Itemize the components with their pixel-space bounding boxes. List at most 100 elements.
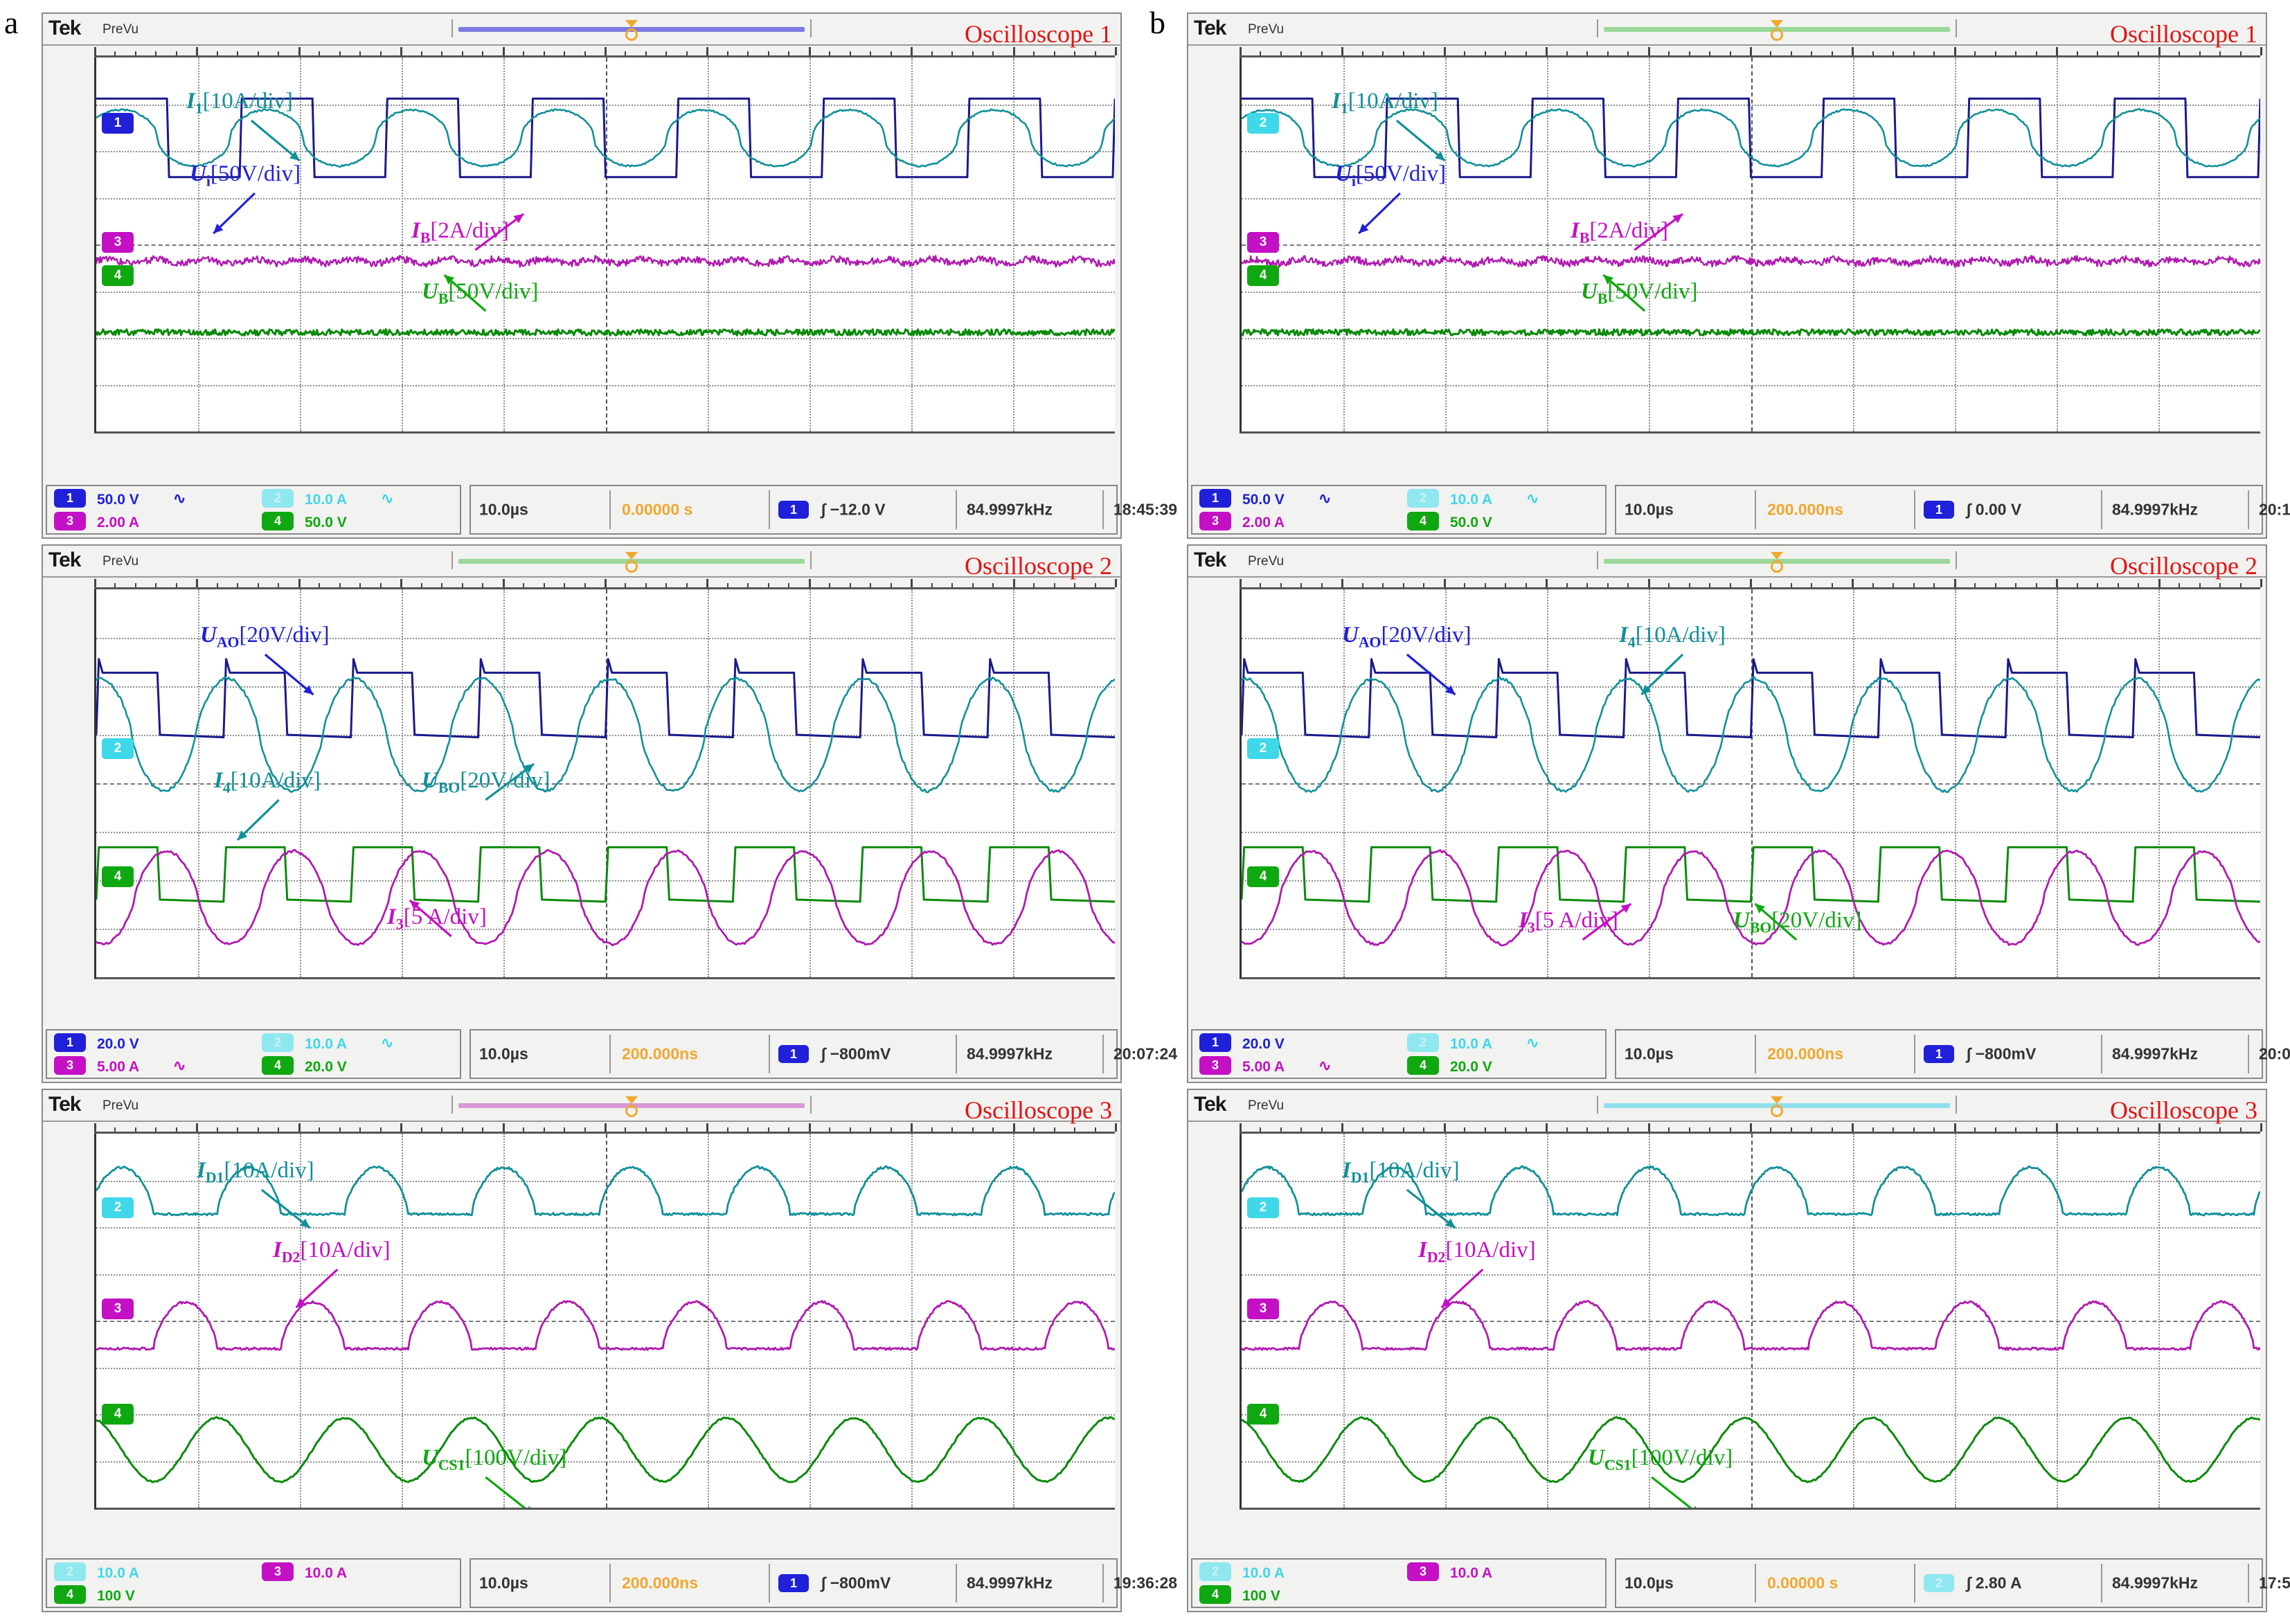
channel-pill-3[interactable]: 3: [1407, 1562, 1439, 1581]
ac-coupling-icon-1: ∿: [1318, 490, 1331, 508]
trigger-settings-box[interactable]: 10.0µs 200.000ns 1 ∫ −800mV 84.9997kHz 20:07:…: [469, 1029, 1118, 1079]
channel-settings-box[interactable]: 1 20.0 V 2 10.0 A ∿ 3 5.00 A ∿ 4 20.0 V: [1191, 1029, 1607, 1079]
channel-marker-3[interactable]: 3: [102, 1299, 134, 1319]
channel-pill-2[interactable]: 2: [1407, 1033, 1439, 1052]
channel-marker-3[interactable]: 3: [1247, 232, 1279, 253]
scope-title: Oscilloscope 1: [2110, 19, 2257, 48]
oscilloscope-window-1[interactable]: Tek PreVu Oscilloscope 1 1 3 4 I1[10A/div] Ui[5…: [42, 12, 1122, 539]
channel-pill-2[interactable]: 2: [262, 489, 294, 508]
trigger-settings-box[interactable]: 10.0µs 200.000ns 1 ∫ −800mV 84.9997kHz 20:06:…: [1615, 1029, 2263, 1079]
panel-letter-b: b: [1150, 4, 1165, 41]
channel-pill-3[interactable]: 3: [54, 512, 86, 530]
waveform-label-UAO: UAO[20V/div]: [200, 623, 330, 652]
channel-marker-1[interactable]: 1: [102, 113, 134, 134]
channel-pill-3[interactable]: 3: [1199, 512, 1231, 530]
channel-settings-box[interactable]: 2 10.0 A 3 10.0 A 4 100 V: [46, 1558, 461, 1608]
channel-marker-2[interactable]: 2: [102, 1197, 134, 1218]
trigger-settings-box[interactable]: 10.0µs 0.00000 s 1 ∫ −12.0 V 84.9997kHz 18:45…: [469, 485, 1118, 535]
channel-marker-2[interactable]: 2: [102, 738, 134, 759]
graticule[interactable]: 2 4 UAO[20V/div] I4[10A/div] I3[5 A/div] UBO[…: [1240, 589, 2260, 979]
timebase-separator: [609, 490, 611, 529]
graticule[interactable]: 2 3 4 ID1[10A/div] ID2[10A/div] UCS1[100V/div…: [1240, 1134, 2260, 1510]
trigger-settings-box[interactable]: 10.0µs 200.000ns 1 ∫ 0.00 V 84.9997kHz 20:16:…: [1615, 485, 2263, 535]
oscilloscope-window-2[interactable]: Tek PreVu Oscilloscope 2 2 4 UAO[20V/div] I4[1…: [1187, 544, 2267, 1083]
trigger-source-pill[interactable]: 1: [778, 501, 809, 519]
channel-pill-4[interactable]: 4: [54, 1585, 86, 1604]
channel-pill-4[interactable]: 4: [262, 1056, 294, 1075]
record-length-track[interactable]: [1597, 19, 1957, 37]
horizontal-position-value: 0.00000 s: [622, 501, 692, 519]
trigger-position-marker[interactable]: [625, 20, 638, 41]
trigger-position-marker[interactable]: [625, 552, 638, 573]
channel-pill-1[interactable]: 1: [54, 489, 86, 508]
trigger-level-value: ∫ 0.00 V: [1967, 501, 2021, 519]
trigger-source-pill[interactable]: 1: [1924, 1045, 1954, 1063]
graticule[interactable]: 1 3 4 I1[10A/div] Ui[50V/div] IB[2A/div] UB[50…: [94, 57, 1115, 434]
trigger-source-pill[interactable]: 2: [1924, 1574, 1954, 1592]
channel-marker-3[interactable]: 3: [102, 232, 134, 253]
channel-marker-4[interactable]: 4: [102, 265, 134, 286]
channel-pill-2[interactable]: 2: [1407, 489, 1439, 508]
oscilloscope-window-3[interactable]: Tek PreVu Oscilloscope 3 2 3 4 ID1[10A/div] ID2…: [42, 1089, 1122, 1612]
channel-pill-4[interactable]: 4: [1407, 512, 1439, 530]
oscilloscope-window-1[interactable]: Tek PreVu Oscilloscope 1 2 3 4 I1[10A/div] Ui[5…: [1187, 12, 2267, 539]
timebase-separator: [1755, 490, 1756, 529]
channel-pill-2[interactable]: 2: [262, 1033, 294, 1052]
trigger-position-marker[interactable]: [1771, 1096, 1783, 1117]
channel-marker-2[interactable]: 2: [1247, 1197, 1279, 1218]
record-length-track[interactable]: [1597, 551, 1957, 569]
channel-marker-4[interactable]: 4: [1247, 265, 1279, 286]
channel-pill-4[interactable]: 4: [1199, 1585, 1231, 1604]
record-length-track[interactable]: [451, 1096, 812, 1114]
prevu-label: PreVu: [1248, 1098, 1284, 1114]
channel-pill-2[interactable]: 2: [54, 1562, 86, 1581]
channel-scale-2: 10.0 A: [1450, 1036, 1492, 1053]
record-length-track[interactable]: [451, 551, 812, 569]
channel-marker-4[interactable]: 4: [102, 1404, 134, 1425]
trigger-settings-box[interactable]: 10.0µs 200.000ns 1 ∫ −800mV 84.9997kHz 19:36:…: [469, 1558, 1118, 1608]
channel-settings-box[interactable]: 1 20.0 V 2 10.0 A ∿ 3 5.00 A ∿ 4 20.0 V: [46, 1029, 461, 1079]
trigger-position-marker[interactable]: [1771, 20, 1783, 41]
graticule[interactable]: 2 3 4 ID1[10A/div] ID2[10A/div] UCS1[100V/div…: [94, 1134, 1115, 1510]
channel-pill-3[interactable]: 3: [54, 1056, 86, 1075]
horizontal-position-value: 200.000ns: [1767, 1045, 1843, 1064]
channel-marker-4[interactable]: 4: [102, 866, 134, 887]
waveform-label-UB: UB[50V/div]: [1581, 279, 1698, 308]
channel-marker-4[interactable]: 4: [1247, 866, 1279, 887]
channel-pill-1[interactable]: 1: [1199, 489, 1231, 508]
oscilloscope-window-3[interactable]: Tek PreVu Oscilloscope 3 2 3 4 ID1[10A/div] ID2…: [1187, 1089, 2267, 1612]
channel-marker-2[interactable]: 2: [1247, 113, 1279, 134]
trigger-position-marker[interactable]: [1771, 552, 1783, 573]
channel-settings-box[interactable]: 2 10.0 A 3 10.0 A 4 100 V: [1191, 1558, 1607, 1608]
trigger-position-marker[interactable]: [625, 1096, 638, 1117]
waveform-label-Ui: Ui[50V/div]: [1335, 161, 1446, 190]
record-length-track[interactable]: [451, 19, 812, 37]
record-length-track[interactable]: [1597, 1096, 1957, 1114]
timestamp-separator: [2248, 1564, 2249, 1603]
channel-pill-4[interactable]: 4: [1407, 1056, 1439, 1075]
oscilloscope-window-2[interactable]: Tek PreVu Oscilloscope 2 2 4 UAO[20V/div] I4[1…: [42, 544, 1122, 1083]
scope-title: Oscilloscope 3: [2110, 1096, 2257, 1125]
channel-marker-2[interactable]: 2: [1247, 738, 1279, 759]
waveform-label-I3: I3[5 A/div]: [387, 904, 487, 934]
ac-coupling-icon-2: ∿: [381, 490, 393, 508]
graticule[interactable]: 2 3 4 I1[10A/div] Ui[50V/div] IB[2A/div] UB[50…: [1240, 57, 2260, 434]
channel-settings-box[interactable]: 1 50.0 V ∿ 2 10.0 A ∿ 3 2.00 A 4 50.0 V: [46, 485, 461, 535]
graticule[interactable]: 2 4 UAO[20V/div] I4[10A/div] UBO[20V/div] I3[…: [94, 589, 1115, 979]
channel-settings-box[interactable]: 1 50.0 V ∿ 2 10.0 A ∿ 3 2.00 A 4 50.0 V: [1191, 485, 1607, 535]
channel-pill-3[interactable]: 3: [262, 1562, 294, 1581]
trigger-source-pill[interactable]: 1: [778, 1574, 809, 1592]
channel-pill-1[interactable]: 1: [54, 1033, 86, 1052]
channel-marker-3[interactable]: 3: [1247, 1299, 1279, 1319]
trigger-source-pill[interactable]: 1: [778, 1045, 809, 1063]
channel-marker-4[interactable]: 4: [1247, 1404, 1279, 1425]
timebase-separator: [1755, 1035, 1756, 1073]
channel-pill-2[interactable]: 2: [1199, 1562, 1231, 1581]
trigger-settings-box[interactable]: 10.0µs 0.00000 s 2 ∫ 2.80 A 84.9997kHz 17:56:…: [1615, 1558, 2263, 1608]
frequency-separator: [956, 1564, 957, 1603]
channel-pill-3[interactable]: 3: [1199, 1056, 1231, 1075]
channel-pill-4[interactable]: 4: [262, 512, 294, 530]
trigger-source-pill[interactable]: 1: [1924, 501, 1954, 519]
channel-pill-1[interactable]: 1: [1199, 1033, 1231, 1052]
scope-title: Oscilloscope 2: [2110, 551, 2257, 580]
